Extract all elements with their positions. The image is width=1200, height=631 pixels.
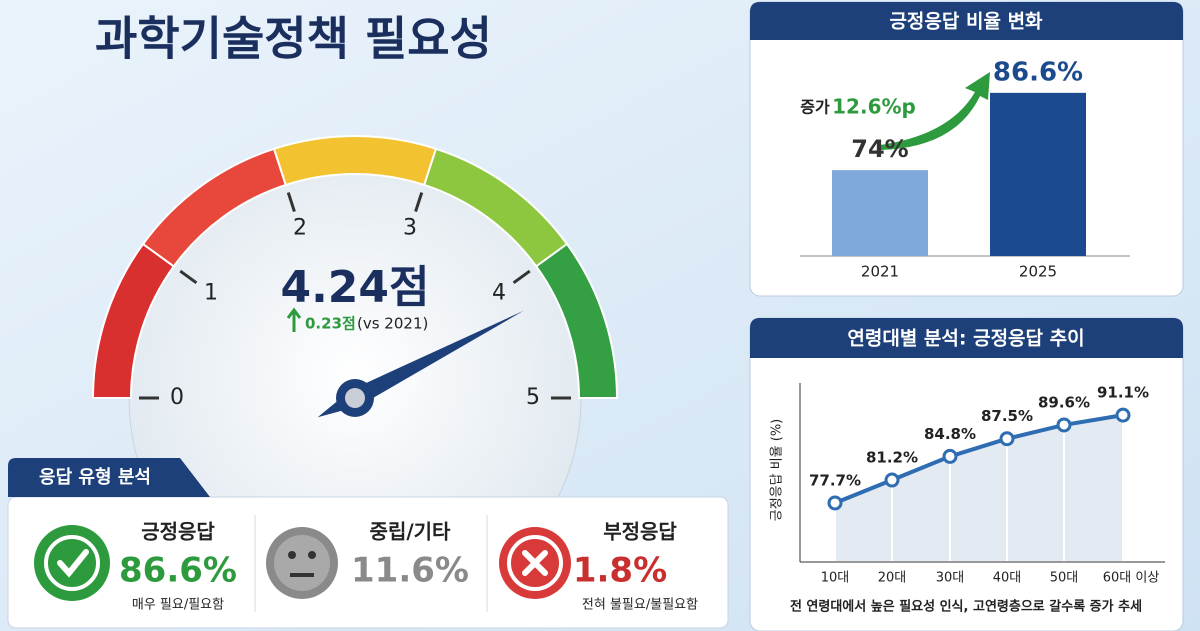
gauge-change-note: (vs 2021) xyxy=(357,315,428,333)
point xyxy=(1115,407,1131,423)
x-tick-label: 60대 이상 xyxy=(1103,571,1160,586)
value-label: 89.6% xyxy=(1038,393,1090,411)
annotation-label: 증가 xyxy=(800,98,830,117)
x-tick-label: 40대 xyxy=(993,571,1022,586)
value-label: 77.7% xyxy=(809,471,861,489)
response-tab xyxy=(8,458,210,497)
point xyxy=(827,495,843,511)
x-tick-label: 30대 xyxy=(936,571,965,586)
response-label: 긍정응답 xyxy=(141,520,215,544)
value-label: 84.8% xyxy=(924,425,976,443)
positive-icon xyxy=(34,525,110,601)
response-value: 86.6% xyxy=(119,551,237,591)
response-desc: 매우 필요/필요함 xyxy=(132,598,224,613)
response-label: 중립/기타 xyxy=(370,520,452,544)
x-tick-label: 2021 xyxy=(861,263,899,281)
gauge-value: 4.24점 xyxy=(280,262,429,313)
gauge-tick xyxy=(512,269,531,285)
line-caption: 전 연령대에서 높은 필요성 인식, 고연령층으로 갈수록 증가 추세 xyxy=(790,599,1142,615)
value-label: 74% xyxy=(851,135,908,163)
value-label: 91.1% xyxy=(1097,384,1149,402)
y-axis-label: 긍정응답 비율 (%) xyxy=(770,419,785,522)
point xyxy=(942,448,958,464)
gauge-hub-center xyxy=(345,388,365,408)
line xyxy=(834,413,1124,505)
x-tick-label: 10대 xyxy=(821,571,850,586)
line-title: 연령대별 분석: 긍정응답 추이 xyxy=(847,328,1084,350)
point xyxy=(999,431,1015,447)
up-arrow xyxy=(286,307,302,332)
x-tick-label: 20대 xyxy=(878,571,907,586)
value-label: 81.2% xyxy=(866,449,918,467)
bar-card-header xyxy=(750,2,1183,40)
gauge-tick xyxy=(414,192,424,213)
bar-title: 긍정응답 비율 변화 xyxy=(889,11,1043,33)
page-title: 과학기술정책 필요성 xyxy=(95,12,492,66)
gauge-tick-label: 2 xyxy=(293,216,307,241)
line-card-header xyxy=(750,318,1183,358)
increase-arrow xyxy=(880,72,990,150)
bar xyxy=(990,92,1086,256)
response-value: 1.8% xyxy=(573,551,667,591)
negative-icon xyxy=(499,527,571,599)
gauge-band xyxy=(534,242,619,399)
response-value: 11.6% xyxy=(351,551,469,591)
response-desc: 전혀 불필요/불필요함 xyxy=(582,598,698,613)
response-title: 응답 유형 분석 xyxy=(39,467,151,488)
gauge-tick-label: 3 xyxy=(403,216,417,241)
x-tick-label: 50대 xyxy=(1050,571,1079,586)
bar-card xyxy=(749,1,1184,297)
response-label: 부정응답 xyxy=(603,520,677,544)
value-label: 86.6% xyxy=(993,57,1083,87)
bar-chart: 74% 2021 86.6% 2025 xyxy=(800,57,1130,281)
gauge-change: 0.23점 xyxy=(305,315,356,333)
gauge-tick-label: 4 xyxy=(492,280,506,305)
gauge-tick xyxy=(179,269,198,285)
point xyxy=(1056,417,1072,433)
line-chart: 77.7% 10대 81.2% 20대 84.8% 30대 87.5% 40대 89.6% 50대… xyxy=(809,383,1159,586)
gauge-tick xyxy=(286,192,296,213)
neutral-icon xyxy=(266,527,338,599)
x-tick-label: 2025 xyxy=(1019,263,1057,281)
gauge-tick-label: 0 xyxy=(170,385,184,410)
point xyxy=(884,472,900,488)
bar xyxy=(832,170,928,256)
area xyxy=(835,415,1123,561)
gauge-tick-label: 1 xyxy=(204,280,218,305)
value-label: 87.5% xyxy=(981,407,1033,425)
gauge-tick-label: 5 xyxy=(526,385,540,410)
annotation-value: 12.6%p xyxy=(832,95,916,119)
